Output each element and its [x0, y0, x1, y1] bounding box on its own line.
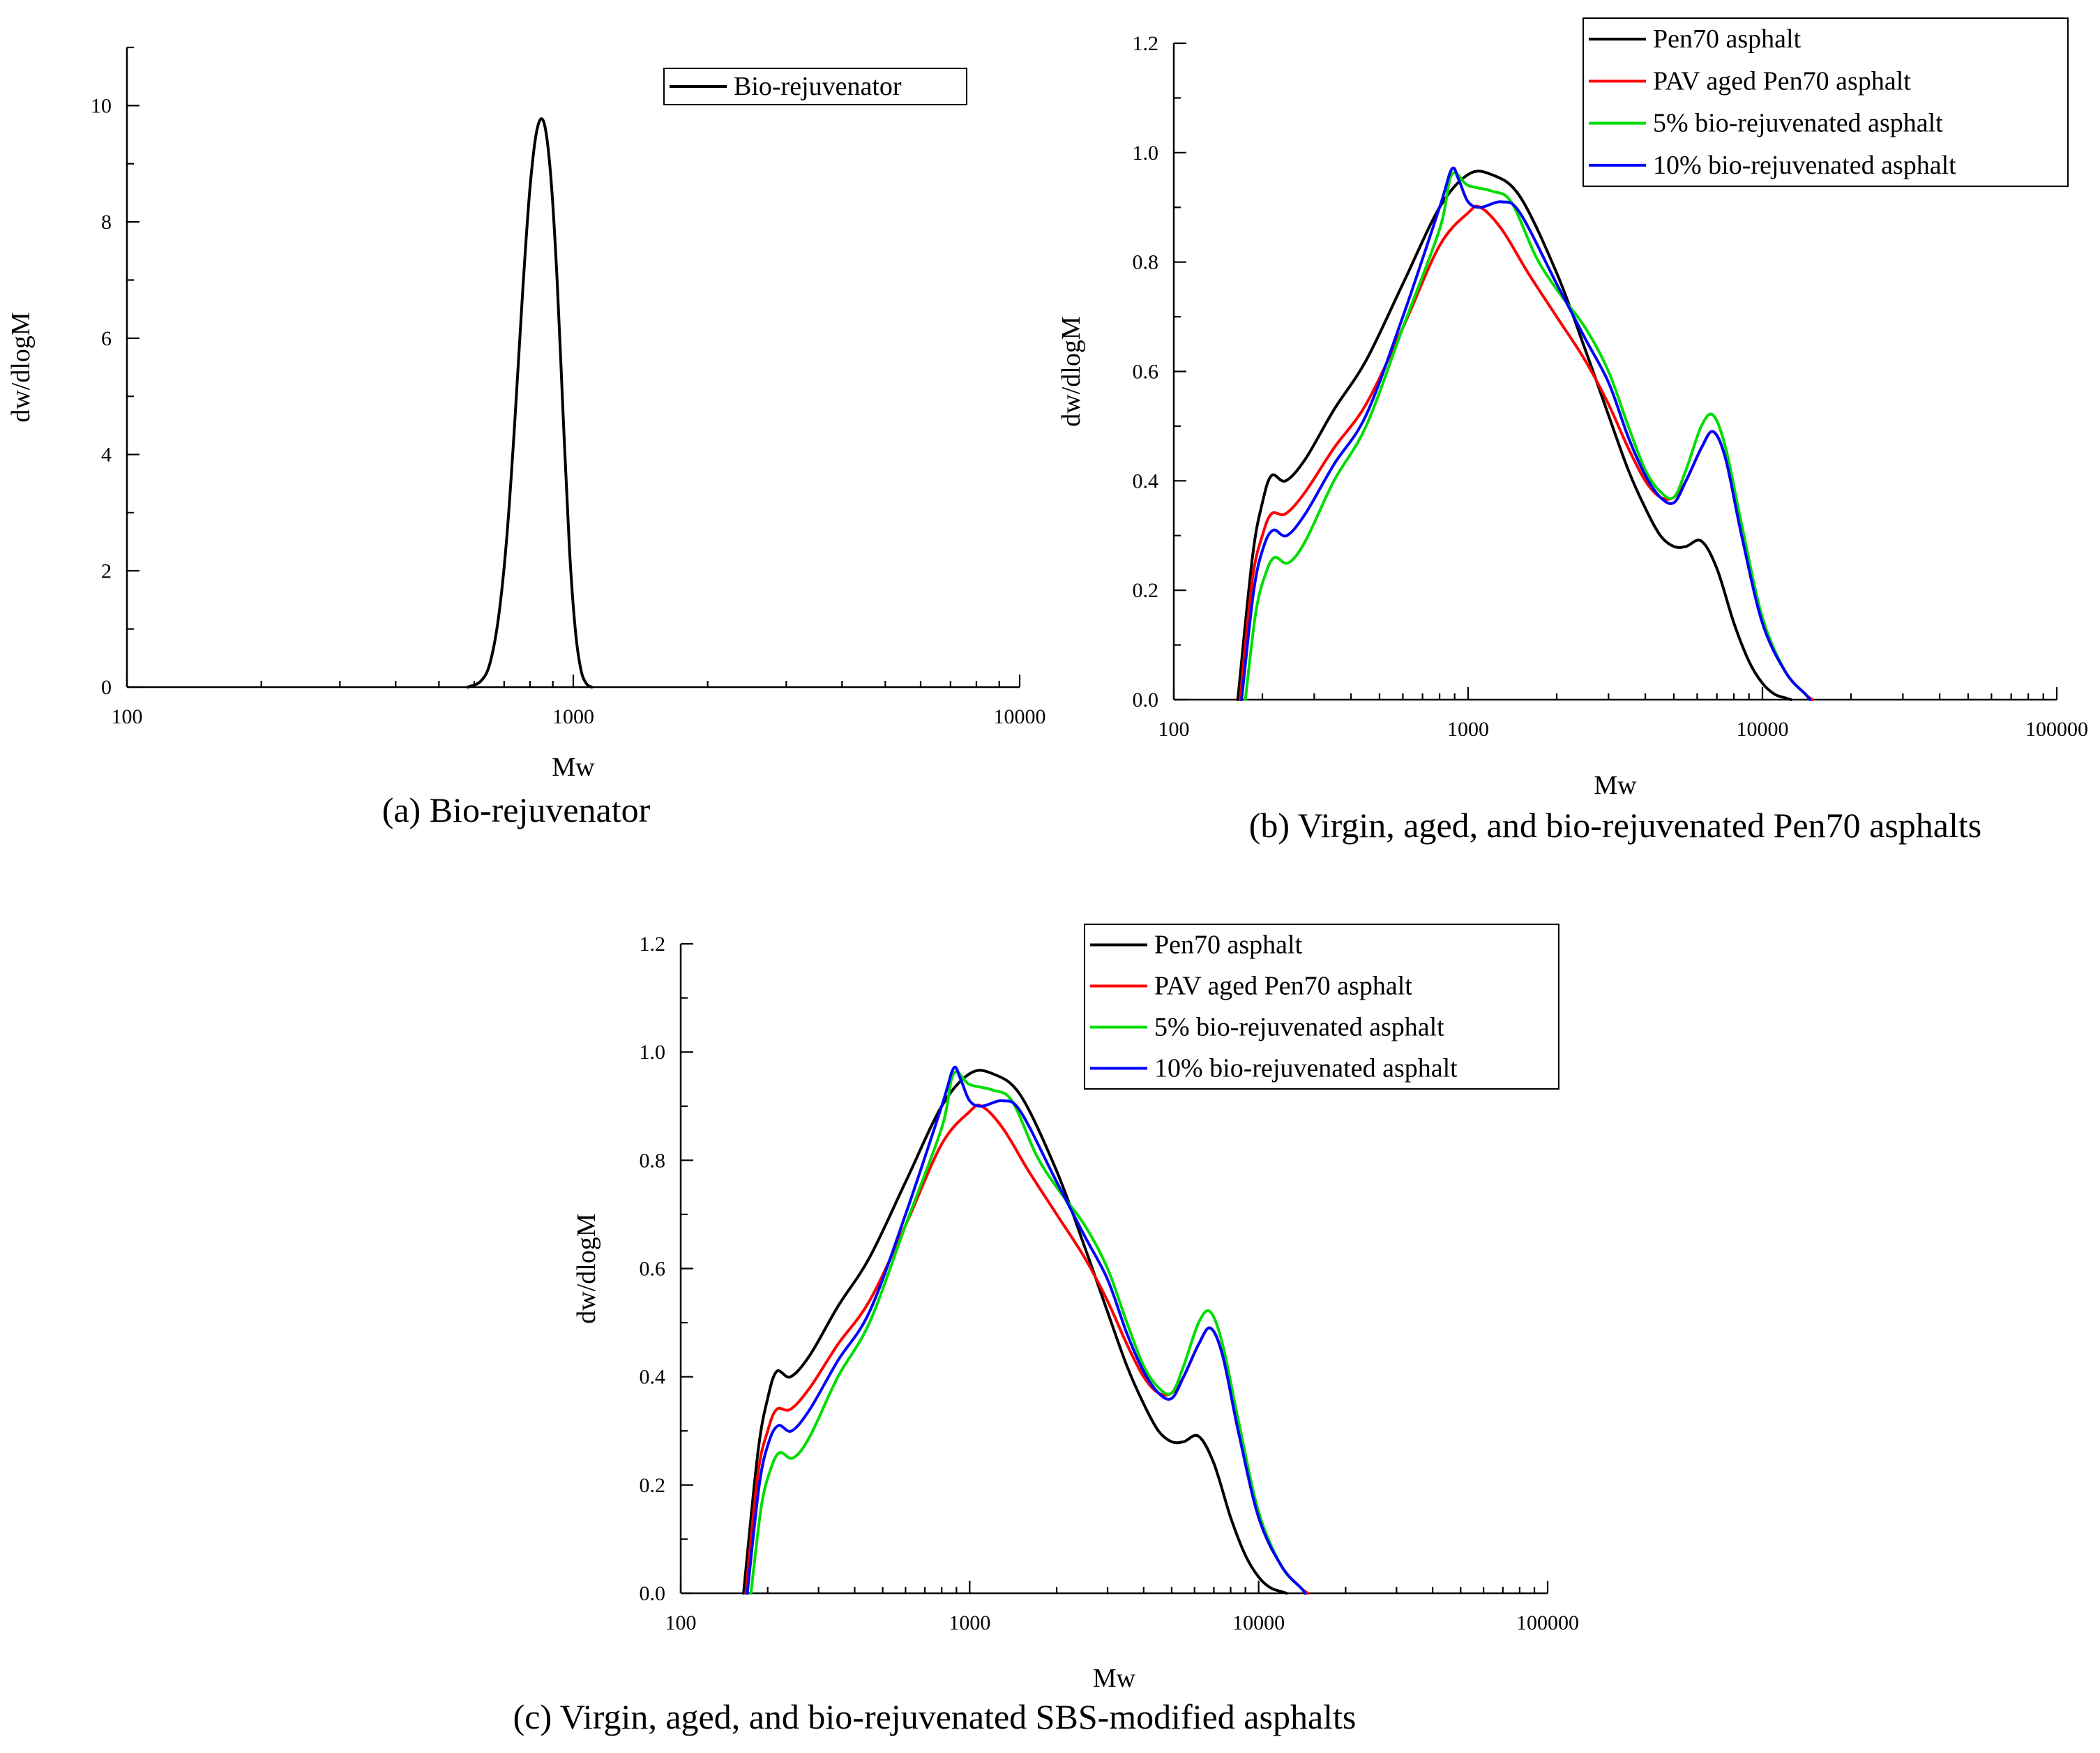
y-tick-label: 0.2	[1133, 579, 1159, 602]
legend-label: 10% bio-rejuvenated asphalt	[1154, 1054, 1458, 1083]
y-tick-label: 0.4	[640, 1366, 666, 1389]
x-tick-label: 100000	[2025, 718, 2088, 741]
x-tick-label: 1000	[1447, 718, 1489, 741]
legend-label: Pen70 asphalt	[1653, 24, 1801, 54]
y-axis-title: dw/dlogM	[572, 1213, 601, 1323]
series-line-bio-rejuvenator	[466, 117, 594, 689]
panel-caption: (c) Virgin, aged, and bio-rejuvenated SB…	[513, 1697, 1357, 1736]
y-tick-label: 0.6	[1133, 361, 1159, 384]
panel-caption: (a) Bio-rejuvenator	[382, 790, 651, 829]
y-tick-label: 0.8	[640, 1149, 666, 1172]
legend: Pen70 asphalt PAV aged Pen70 asphalt 5% bi…	[1582, 17, 2069, 187]
y-tick-label: 10	[91, 94, 112, 117]
x-axis-title: Mw	[552, 753, 595, 782]
legend-label: PAV aged Pen70 asphalt	[1154, 972, 1412, 1001]
y-axis-title: dw/dlogM	[1057, 316, 1086, 426]
y-tick-label: 1.0	[1133, 142, 1159, 165]
y-tick-label: 0.8	[1133, 251, 1159, 274]
series-line-10-bio-rejuvenated-asphalt	[1240, 166, 1812, 701]
y-tick-label: 1.2	[640, 933, 666, 956]
series-line-5-bio-rejuvenated-asphalt	[749, 1070, 1307, 1595]
x-axis-title: Mw	[1093, 1664, 1136, 1693]
x-tick-label: 10000	[1232, 1611, 1285, 1634]
panel-b-pen70-asphalts: 100 1000 10000 100000 0.0 0.2 0.4 0.6 0.8 1.0 1.2 M…	[1057, 17, 2088, 845]
y-tick-label: 0.0	[640, 1582, 666, 1605]
y-tick-label: 4	[101, 444, 112, 467]
y-tick-label: 6	[101, 327, 112, 350]
y-tick-label: 0.0	[1133, 689, 1159, 712]
series-line-pen70-asphalt	[1236, 170, 1792, 701]
series-line-5-bio-rejuvenated-asphalt	[1244, 171, 1812, 701]
legend-label: Bio-rejuvenator	[734, 72, 902, 101]
legend-label: Pen70 asphalt	[1154, 931, 1303, 960]
y-tick-label: 1.0	[640, 1041, 666, 1064]
x-tick-label: 1000	[552, 705, 594, 728]
panel-c-sbs-modified-asphalts: 100 1000 10000 100000 0.0 0.2 0.4 0.6 0.8 1.0 1.2 M…	[513, 924, 1579, 1736]
y-tick-label: 0.6	[640, 1258, 666, 1281]
panel-a-bio-rejuvenator: 100 1000 10000 0 2 4 6 8 10 Mw dw/dlogM Bio-rejuven…	[6, 46, 1046, 829]
y-axis-title: dw/dlogM	[6, 312, 36, 422]
x-tick-label: 100	[112, 705, 143, 728]
legend: Pen70 asphalt PAV aged Pen70 asphalt 5% bi…	[1084, 924, 1559, 1090]
legend-label: PAV aged Pen70 asphalt	[1653, 66, 1911, 96]
x-tick-label: 1000	[949, 1611, 990, 1634]
y-tick-label: 0.4	[1133, 469, 1159, 492]
x-tick-label: 10000	[994, 705, 1046, 728]
x-tick-label: 100000	[1516, 1611, 1579, 1634]
x-tick-label: 100	[665, 1611, 697, 1634]
x-axis-title: Mw	[1594, 771, 1637, 800]
legend-box	[1084, 924, 1559, 1090]
y-tick-label: 0.2	[640, 1474, 666, 1497]
legend-label: 5% bio-rejuvenated asphalt	[1154, 1013, 1444, 1042]
series-line-10-bio-rejuvenated-asphalt	[746, 1065, 1307, 1595]
panel-caption: (b) Virgin, aged, and bio-rejuvenated Pe…	[1249, 806, 1981, 845]
y-tick-label: 8	[101, 211, 112, 234]
x-tick-label: 10000	[1737, 718, 1789, 741]
legend: Bio-rejuvenator	[663, 68, 967, 105]
legend-box	[1582, 17, 2069, 187]
legend-label: 5% bio-rejuvenated asphalt	[1653, 109, 1943, 138]
y-tick-label: 2	[101, 559, 112, 582]
legend-label: 10% bio-rejuvenated asphalt	[1653, 151, 1956, 180]
y-tick-label: 0	[101, 676, 112, 699]
y-tick-label: 1.2	[1133, 32, 1159, 55]
series-line-pen70-asphalt	[742, 1069, 1288, 1595]
x-tick-label: 100	[1158, 718, 1190, 741]
